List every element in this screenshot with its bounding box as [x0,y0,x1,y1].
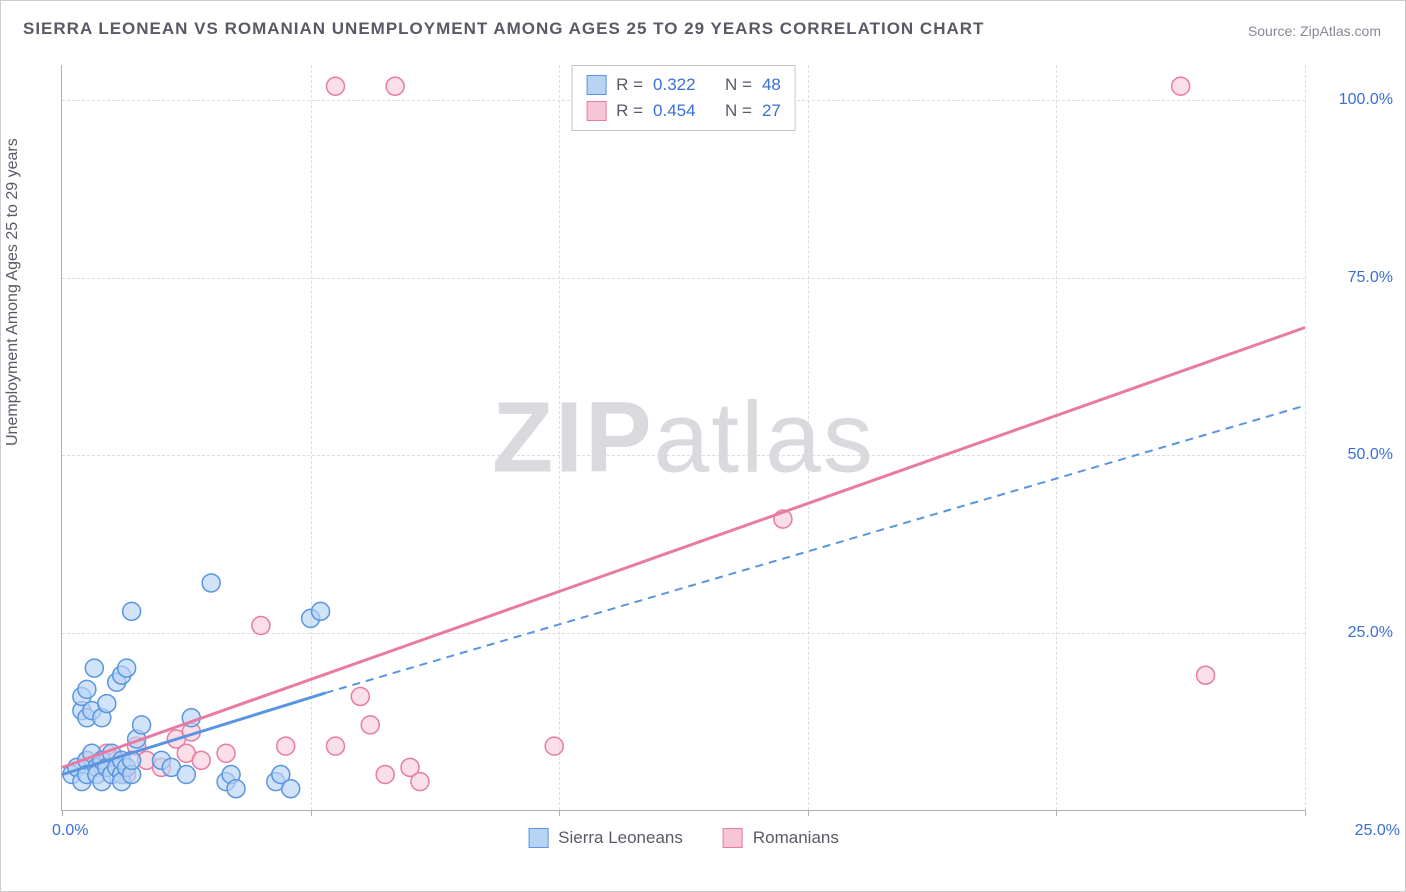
scatter-point [133,716,151,734]
scatter-point [326,737,344,755]
x-tick [559,810,560,816]
scatter-point [118,659,136,677]
x-tick [62,810,63,816]
y-axis-label: Unemployment Among Ages 25 to 29 years [4,138,22,446]
legend-label: Sierra Leoneans [558,828,683,848]
scatter-point [351,687,369,705]
correlation-stats-box: R = 0.322 N = 48 R = 0.454 N = 27 [571,65,796,131]
x-tick [808,810,809,816]
x-tick-label: 0.0% [52,822,88,840]
legend-item: Sierra Leoneans [528,828,683,848]
scatter-point [217,744,235,762]
legend-swatch-icon [528,828,548,848]
y-tick-label: 50.0% [1348,446,1393,464]
scatter-point [98,695,116,713]
scatter-point [376,766,394,784]
scatter-point [282,780,300,798]
legend-item: Romanians [723,828,839,848]
x-tick-label: 25.0% [1355,822,1400,840]
legend-swatch-icon [586,101,606,121]
scatter-point [177,766,195,784]
scatter-point [85,659,103,677]
scatter-point [312,602,330,620]
scatter-point [192,751,210,769]
scatter-point [123,602,141,620]
x-tick [311,810,312,816]
scatter-point [361,716,379,734]
legend: Sierra Leoneans Romanians [528,828,839,848]
scatter-point [78,680,96,698]
regression-line [62,328,1305,768]
scatter-point [227,780,245,798]
legend-swatch-icon [586,75,606,95]
x-tick [1056,810,1057,816]
scatter-svg [62,65,1305,810]
gridline [1305,65,1306,810]
scatter-point [277,737,295,755]
scatter-point [1197,666,1215,684]
legend-swatch-icon [723,828,743,848]
scatter-point [252,617,270,635]
scatter-point [326,77,344,95]
stats-row: R = 0.454 N = 27 [586,98,781,124]
chart-title: SIERRA LEONEAN VS ROMANIAN UNEMPLOYMENT … [23,19,984,39]
scatter-point [545,737,563,755]
y-tick-label: 75.0% [1348,269,1393,287]
source-attribution: Source: ZipAtlas.com [1248,23,1381,39]
scatter-point [411,773,429,791]
y-tick-label: 25.0% [1348,624,1393,642]
x-tick [1305,810,1306,816]
plot-area: ZIPatlas 0.0% 25.0% R = 0.322 N = 48 R =… [61,65,1305,811]
scatter-point [386,77,404,95]
legend-label: Romanians [753,828,839,848]
scatter-point [1172,77,1190,95]
scatter-point [202,574,220,592]
regression-line [326,406,1305,693]
chart-container: SIERRA LEONEAN VS ROMANIAN UNEMPLOYMENT … [0,0,1406,892]
stats-row: R = 0.322 N = 48 [586,72,781,98]
y-tick-label: 100.0% [1339,91,1393,109]
